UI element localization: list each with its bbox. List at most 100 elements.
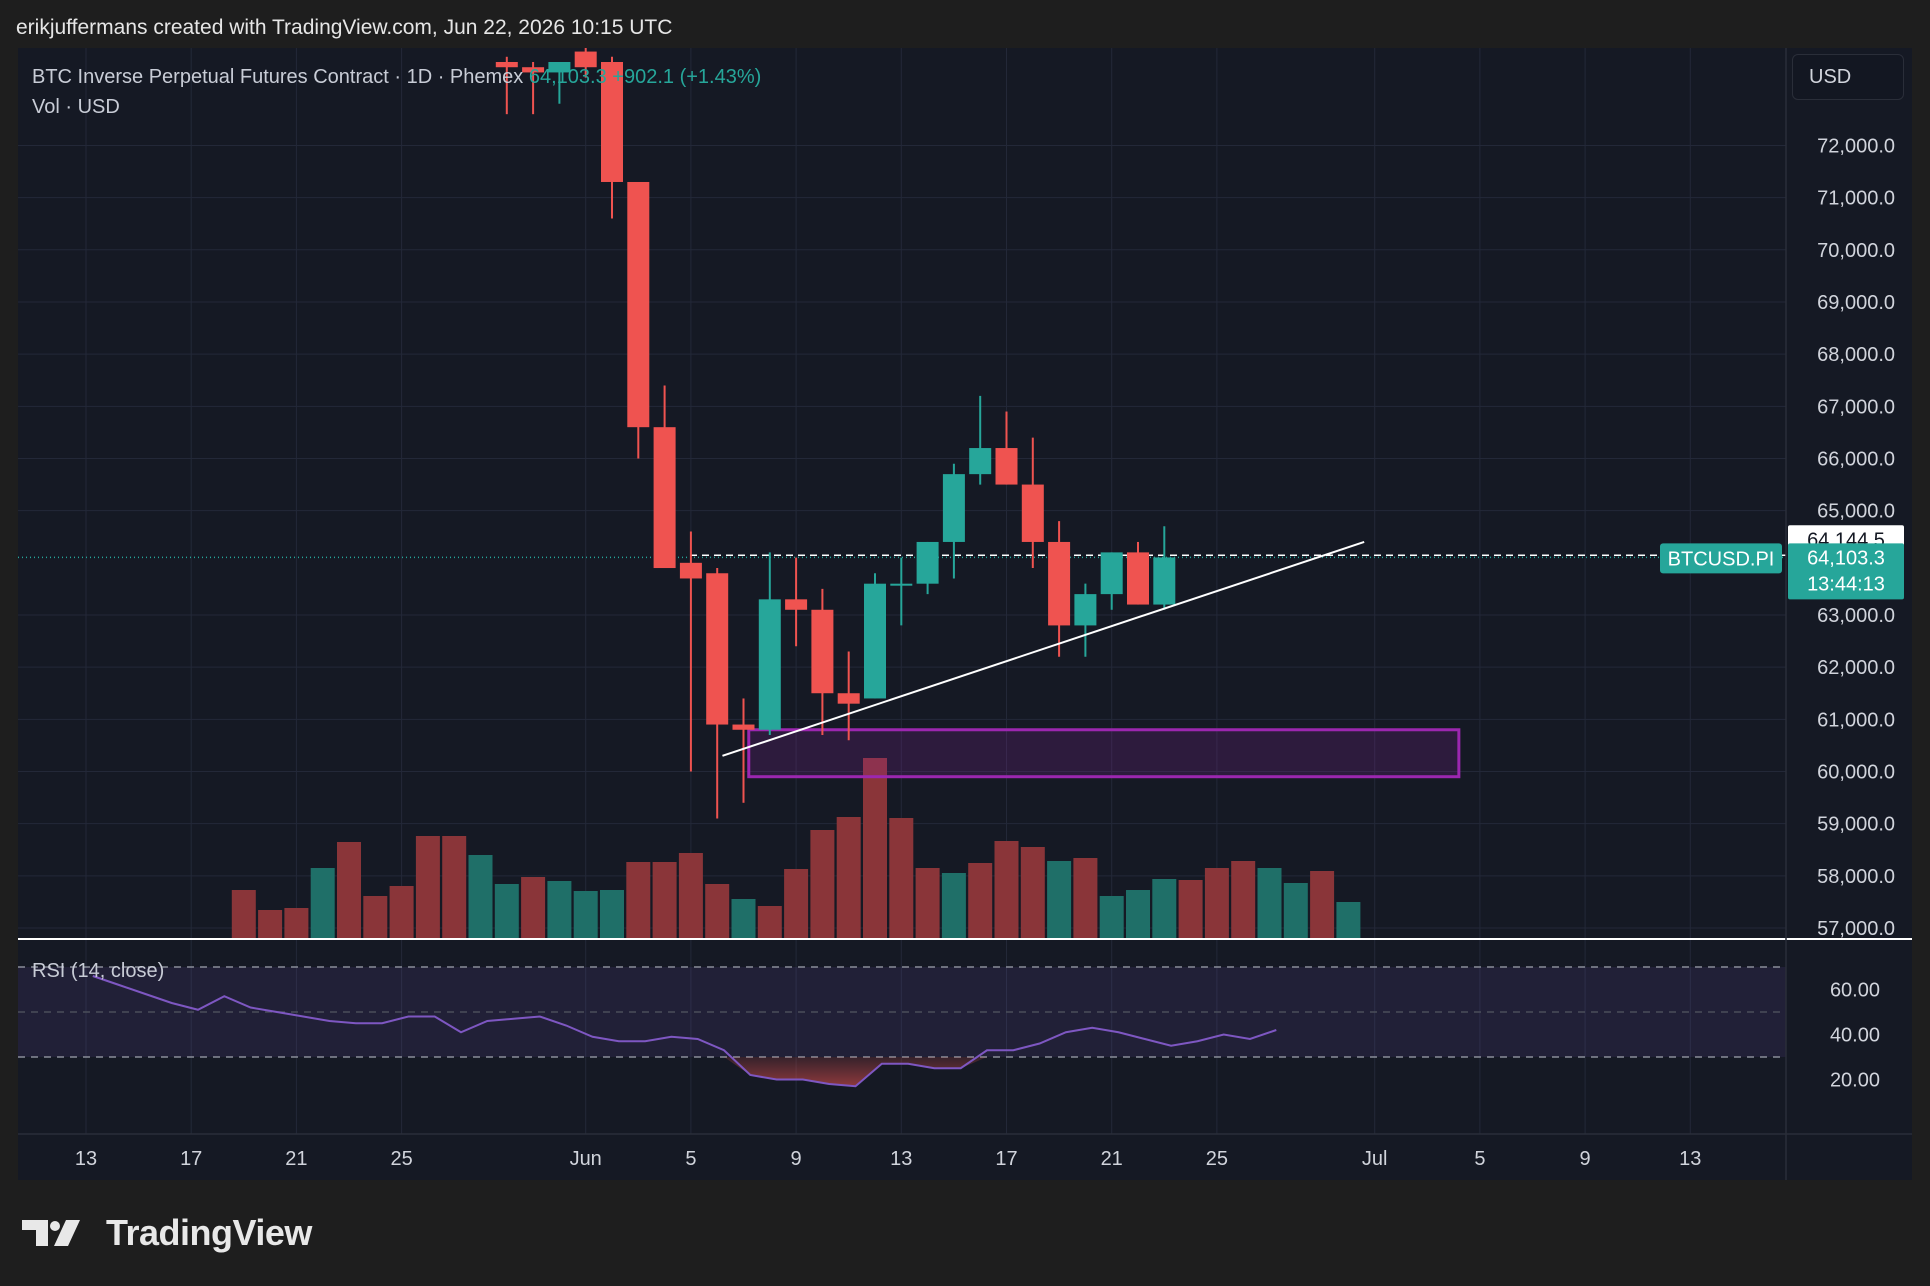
volume-bar: [1283, 883, 1308, 938]
rsi-legend[interactable]: RSI (14, close): [32, 960, 165, 982]
volume-bar: [600, 890, 624, 938]
chart-panel[interactable]: [18, 48, 1912, 1180]
candle-body: [837, 693, 860, 704]
volume-bar: [1073, 858, 1098, 938]
volume-bar: [1310, 871, 1335, 938]
price-tick-label: 61,000.0: [1817, 709, 1895, 731]
candle-body: [1074, 594, 1097, 626]
candle-body: [679, 562, 702, 579]
time-tick-label: 9: [791, 1148, 802, 1170]
rsi-tick-label: 60.00: [1830, 980, 1880, 1002]
currency-button[interactable]: USD: [1792, 54, 1904, 100]
candle-body: [601, 62, 623, 182]
candle-body: [864, 583, 886, 699]
volume-bar: [626, 862, 651, 938]
time-tick-label: 5: [685, 1148, 696, 1170]
candle-body: [890, 583, 913, 586]
candle-body: [1127, 552, 1149, 605]
rsi-line: [92, 975, 1277, 1088]
volume-bar: [1178, 880, 1203, 938]
candles: [495, 48, 1176, 819]
volume-bar: [389, 886, 414, 938]
volume-bar: [705, 884, 730, 938]
price-tick-label: 62,000.0: [1817, 657, 1895, 679]
countdown-tag-text: 13:44:13: [1807, 573, 1885, 595]
attribution: erikjuffermans created with TradingView.…: [16, 16, 673, 39]
volume-bar: [915, 868, 940, 938]
volume-bar: [573, 891, 598, 938]
volume-legend[interactable]: Vol · USD: [32, 96, 120, 118]
candle-body: [574, 51, 597, 68]
volume-bar: [1257, 868, 1282, 938]
price-tick-label: 69,000.0: [1817, 292, 1895, 314]
price-tick-label: 58,000.0: [1817, 866, 1895, 888]
volume-bar: [1336, 902, 1361, 938]
price-tick-label: 63,000.0: [1817, 605, 1895, 627]
candle-body: [1100, 552, 1123, 595]
candle-body: [653, 427, 676, 569]
time-tick-label: 21: [1101, 1148, 1123, 1170]
rsi-oversold-fill: [724, 1057, 987, 1087]
tradingview-wordmark: TradingView: [106, 1212, 312, 1253]
chart-legend: BTC Inverse Perpetual Futures Contract ·…: [32, 66, 761, 89]
price-tick-label: 60,000.0: [1817, 761, 1895, 783]
volume-bar: [889, 818, 914, 938]
price-tick-label: 65,000.0: [1817, 501, 1895, 523]
candle-body: [758, 599, 781, 730]
rsi-tick-label: 40.00: [1830, 1025, 1880, 1047]
price-tick-label: 72,000.0: [1817, 135, 1895, 157]
time-tick-label: 9: [1580, 1148, 1591, 1170]
volume-bar: [678, 853, 703, 938]
time-tick-label: 13: [75, 1148, 97, 1170]
time-tick-label: 25: [1206, 1148, 1228, 1170]
trendline: [722, 541, 1365, 757]
candle-body: [627, 181, 650, 428]
candle-body: [785, 599, 808, 610]
volume-bar: [968, 863, 993, 938]
time-tick-label: Jul: [1362, 1148, 1388, 1170]
time-tick-label: Jun: [570, 1148, 602, 1170]
volume-bar: [337, 842, 361, 938]
rsi-tick-label: 20.00: [1830, 1070, 1880, 1092]
candle-body: [522, 67, 545, 73]
volume-bar: [1204, 868, 1229, 938]
candle-body: [942, 474, 965, 542]
volume-bar: [1047, 861, 1072, 938]
volume-bar: [363, 896, 388, 938]
volume-bar: [258, 910, 283, 938]
volume-bar: [1099, 896, 1124, 938]
time-tick-label: 5: [1474, 1148, 1485, 1170]
candle-body: [1153, 557, 1176, 605]
volume-bar: [1231, 861, 1256, 938]
volume-bar: [863, 758, 887, 938]
volume-bars: [231, 758, 1361, 938]
volume-bar: [994, 841, 1019, 938]
symbol-tag-text: BTCUSD.PI: [1668, 548, 1775, 570]
volume-bar: [547, 881, 572, 938]
volume-bar: [757, 906, 782, 938]
candle-body: [1021, 484, 1044, 542]
candle-body: [548, 62, 571, 73]
volume-bar: [1020, 847, 1045, 938]
time-tick-label: 25: [390, 1148, 412, 1170]
candle-body: [732, 724, 755, 730]
volume-bar: [494, 884, 519, 938]
volume-bar: [415, 836, 440, 938]
volume-bar: [1152, 879, 1177, 938]
price-tick-label: 57,000.0: [1817, 918, 1895, 940]
volume-bar: [1126, 890, 1150, 938]
candle-body: [995, 448, 1018, 485]
candle-body: [969, 448, 992, 475]
price-axis: 72,000.0 71,000.0 70,000.0 69,000.0 68,000.0…: [1785, 48, 1895, 1180]
candle-body: [706, 573, 729, 725]
price-tick-label: 59,000.0: [1817, 814, 1895, 836]
candle-body: [495, 62, 518, 68]
symbol-tag: [1660, 543, 1782, 574]
rsi-pane: [18, 966, 1786, 1088]
price-tick-label: 71,000.0: [1817, 188, 1895, 210]
volume-bar: [810, 830, 835, 938]
volume-bar: [231, 890, 256, 938]
symbol-description[interactable]: BTC Inverse Perpetual Futures Contract ·…: [32, 66, 524, 88]
